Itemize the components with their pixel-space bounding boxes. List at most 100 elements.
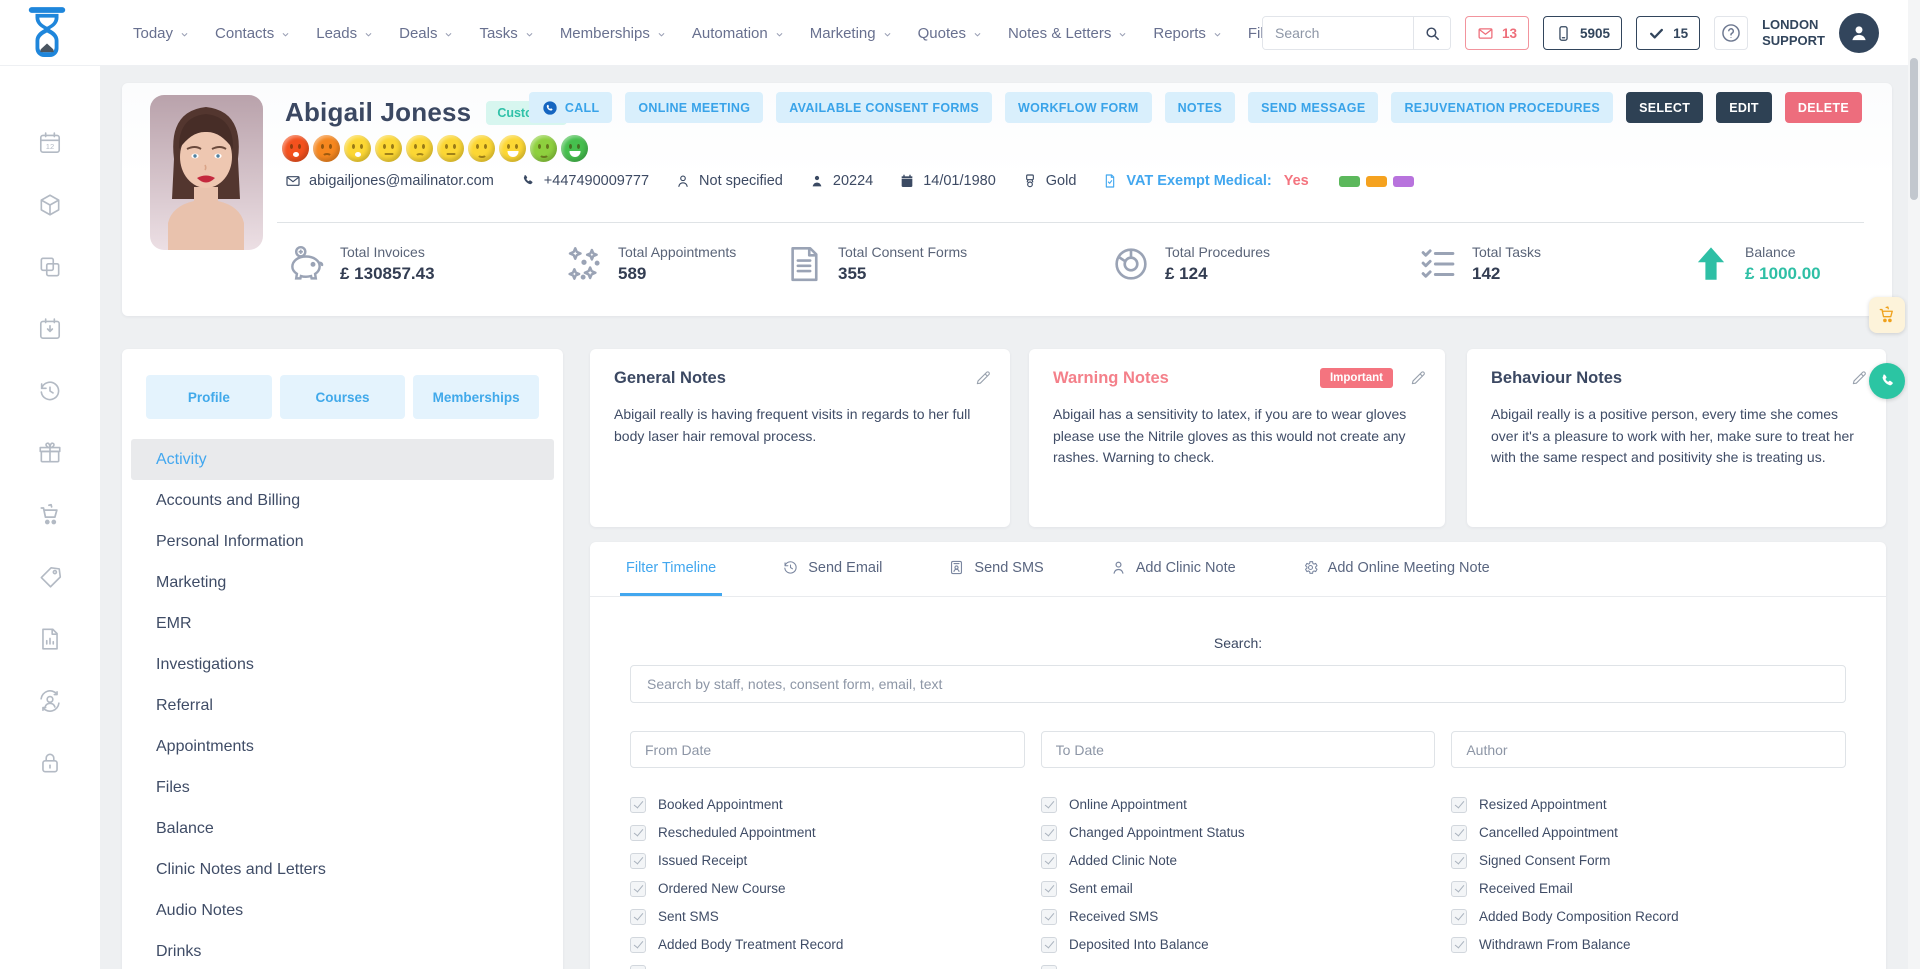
timeline-tab[interactable]: Add Clinic Note — [1104, 542, 1242, 596]
timeline-tab[interactable]: Add Online Meeting Note — [1296, 542, 1496, 596]
side-menu-item[interactable]: Referral — [131, 685, 554, 726]
timeline-filter-input[interactable] — [1040, 731, 1436, 768]
timeline-filter-checkbox[interactable] — [630, 964, 1041, 969]
side-menu-item[interactable]: EMR — [131, 603, 554, 644]
nav-item[interactable]: Quotes — [918, 25, 983, 42]
action-button[interactable]: REJUVENATION PROCEDURES — [1391, 92, 1614, 123]
sms-credits-button[interactable]: 5905 — [1543, 16, 1623, 50]
timeline-filter-checkbox[interactable]: Issued Receipt — [630, 852, 1041, 869]
client-photo[interactable] — [150, 95, 263, 250]
side-menu-item[interactable]: Audio Notes — [131, 890, 554, 931]
rail-item[interactable] — [19, 670, 81, 732]
user-avatar[interactable] — [1838, 13, 1879, 53]
timeline-filter-checkbox[interactable] — [1041, 964, 1451, 969]
mood-face[interactable] — [530, 135, 557, 162]
nav-item[interactable]: Tasks — [479, 25, 534, 42]
side-menu-item[interactable]: Activity — [131, 439, 554, 480]
mood-face[interactable] — [406, 135, 433, 162]
rail-item[interactable] — [19, 484, 81, 546]
timeline-filter-checkbox[interactable]: Received Email — [1451, 880, 1846, 897]
timeline-filter-checkbox[interactable]: Sent SMS — [630, 908, 1041, 925]
mood-face[interactable] — [313, 135, 340, 162]
action-button[interactable]: EDIT — [1716, 92, 1772, 123]
rail-item[interactable]: 12 — [19, 112, 81, 174]
nav-item[interactable]: Contacts — [215, 25, 291, 42]
action-button[interactable]: DELETE — [1784, 92, 1862, 123]
rail-item[interactable] — [19, 174, 81, 236]
timeline-filter-checkbox[interactable]: Added Clinic Note — [1041, 852, 1451, 869]
edit-note-icon[interactable] — [974, 369, 992, 387]
side-menu-item[interactable]: Marketing — [131, 562, 554, 603]
side-menu-item[interactable]: Clinic Notes and Letters — [131, 849, 554, 890]
mood-face[interactable] — [375, 135, 402, 162]
timeline-filter-checkbox[interactable]: Added Body Treatment Record — [630, 936, 1041, 953]
nav-item[interactable]: Memberships — [560, 25, 667, 42]
rail-item[interactable] — [19, 608, 81, 670]
nav-item[interactable]: Notes & Letters — [1008, 25, 1128, 42]
timeline-filter-checkbox[interactable]: Booked Appointment — [630, 796, 1041, 813]
client-phone[interactable]: +447490009777 — [520, 173, 649, 189]
timeline-filter-checkbox[interactable]: Received SMS — [1041, 908, 1451, 925]
tasks-button[interactable]: 15 — [1636, 16, 1701, 50]
color-tag[interactable] — [1392, 175, 1414, 187]
mood-face[interactable] — [499, 135, 526, 162]
timeline-filter-input[interactable] — [630, 731, 1025, 768]
timeline-filter-checkbox[interactable]: Sent email — [1041, 880, 1451, 897]
client-vat-status[interactable]: VAT Exempt Medical: Yes — [1102, 173, 1309, 189]
timeline-tab[interactable]: Send Email — [776, 542, 888, 596]
timeline-tab[interactable]: Filter Timeline — [620, 542, 723, 596]
nav-item[interactable]: Reports — [1153, 25, 1223, 42]
timeline-filter-checkbox[interactable]: Added Body Composition Record — [1451, 908, 1846, 925]
nav-item[interactable]: Deals — [399, 25, 454, 42]
search-button[interactable] — [1413, 17, 1450, 49]
timeline-filter-checkbox[interactable]: Rescheduled Appointment — [630, 824, 1041, 841]
side-menu-item[interactable]: Drinks — [131, 931, 554, 969]
rail-item[interactable] — [19, 422, 81, 484]
action-button[interactable]: ONLINE MEETING — [625, 92, 764, 123]
rail-item[interactable] — [19, 732, 81, 794]
nav-item[interactable]: Automation — [692, 25, 785, 42]
action-button[interactable]: AVAILABLE CONSENT FORMS — [776, 92, 993, 123]
help-button[interactable] — [1714, 16, 1749, 50]
side-panel-tab[interactable]: Courses — [279, 375, 406, 419]
inbox-button[interactable]: 13 — [1465, 16, 1530, 50]
edit-note-icon[interactable] — [1409, 369, 1427, 387]
nav-item[interactable]: Marketing — [810, 25, 893, 42]
timeline-filter-checkbox[interactable]: Withdrawn From Balance — [1451, 936, 1846, 953]
floating-cart-button[interactable] — [1869, 297, 1905, 333]
action-button[interactable]: SEND MESSAGE — [1248, 92, 1379, 123]
action-button[interactable]: NOTES — [1164, 92, 1236, 123]
rail-item[interactable] — [19, 298, 81, 360]
mood-face[interactable] — [561, 135, 588, 162]
client-email[interactable]: abigailjones@mailinator.com — [285, 173, 494, 189]
rail-item[interactable] — [19, 360, 81, 422]
action-button[interactable]: WORKFLOW FORM — [1005, 92, 1152, 123]
timeline-filter-checkbox[interactable]: Changed Appointment Status — [1041, 824, 1451, 841]
color-tag[interactable] — [1365, 175, 1387, 187]
rail-item[interactable] — [19, 546, 81, 608]
action-button[interactable]: CALL — [528, 92, 613, 123]
rail-item[interactable] — [19, 236, 81, 298]
scrollbar-thumb[interactable] — [1910, 58, 1918, 200]
side-panel-tab[interactable]: Memberships — [413, 375, 540, 419]
color-tag[interactable] — [1338, 175, 1360, 187]
side-menu-item[interactable]: Accounts and Billing — [131, 480, 554, 521]
edit-note-icon[interactable] — [1850, 369, 1868, 387]
nav-item[interactable]: Leads — [316, 25, 374, 42]
mood-face[interactable] — [437, 135, 464, 162]
search-input[interactable] — [1263, 17, 1413, 49]
mood-face[interactable] — [468, 135, 495, 162]
side-panel-tab[interactable]: Profile — [146, 375, 272, 419]
timeline-filter-checkbox[interactable]: Online Appointment — [1041, 796, 1451, 813]
timeline-tab[interactable]: Send SMS — [942, 542, 1049, 596]
timeline-filter-checkbox[interactable]: Resized Appointment — [1451, 796, 1846, 813]
side-menu-item[interactable]: Files — [131, 767, 554, 808]
floating-call-button[interactable] — [1869, 363, 1905, 399]
timeline-filter-checkbox[interactable]: Ordered New Course — [630, 880, 1041, 897]
mood-face[interactable] — [282, 135, 309, 162]
timeline-search-input[interactable] — [630, 665, 1846, 703]
timeline-filter-input[interactable] — [1451, 731, 1846, 768]
side-menu-item[interactable]: Balance — [131, 808, 554, 849]
side-menu-item[interactable]: Investigations — [131, 644, 554, 685]
app-logo-icon[interactable] — [24, 6, 70, 60]
